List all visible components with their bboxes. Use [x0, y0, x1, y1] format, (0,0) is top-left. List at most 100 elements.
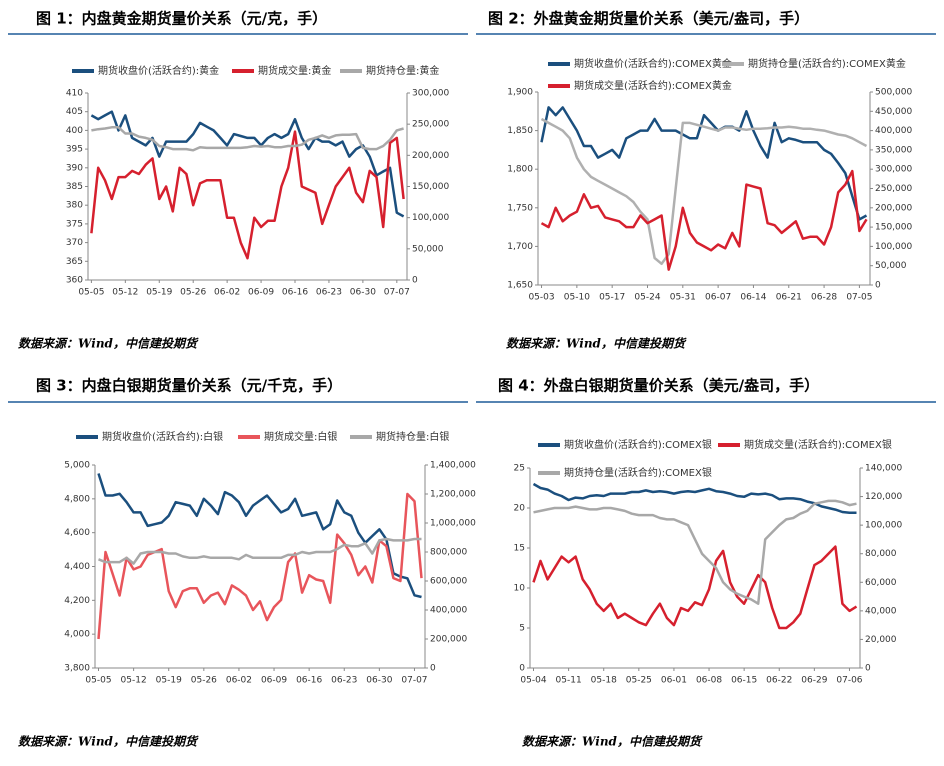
series-line: [91, 126, 404, 152]
series-line: [90, 110, 405, 218]
chart-title: 图 4：外盘白银期货量价关系（美元/盎司，手）: [498, 377, 819, 395]
y2-tick-label: 100,000: [412, 213, 449, 223]
x-tick-label: 06-09: [248, 288, 274, 298]
legend-label: 期货成交量:黄金: [258, 64, 331, 77]
x-tick-label: 05-26: [180, 288, 206, 298]
x-tick-label: 05-19: [156, 676, 182, 686]
y2-tick-label: 200,000: [430, 635, 467, 645]
y2-tick-label: 300,000: [875, 165, 912, 175]
x-tick-label: 05-12: [112, 288, 138, 298]
series-line: [97, 492, 423, 640]
y-tick-label: 25: [514, 464, 525, 474]
x-tick-label: 05-25: [626, 676, 652, 686]
x-tick-label: 06-16: [282, 288, 308, 298]
y-tick-label: 4,400: [64, 562, 90, 572]
legend-label: 期货收盘价(活跃合约):白银: [102, 430, 223, 443]
source-note: 数据来源：Wind，中信建投期货: [506, 337, 687, 351]
y2-tick-label: 20,000: [865, 635, 897, 645]
y2-tick-label: 300,000: [412, 89, 449, 99]
y2-tick-label: 80,000: [865, 549, 897, 559]
y2-tick-label: 200,000: [875, 203, 912, 213]
x-tick-label: 06-08: [696, 676, 722, 686]
x-tick-label: 06-28: [811, 293, 837, 303]
y-tick-label: 5: [519, 624, 525, 634]
y2-tick-label: 1,000,000: [430, 519, 476, 529]
x-tick-label: 06-30: [366, 676, 392, 686]
x-tick-label: 07-07: [401, 676, 427, 686]
y-tick-label: 1,700: [507, 242, 533, 252]
x-tick-label: 05-05: [85, 676, 111, 686]
series-line: [540, 169, 868, 271]
series-line: [533, 499, 857, 605]
y2-tick-label: 1,400,000: [430, 461, 476, 471]
y-tick-label: 4,800: [64, 494, 90, 504]
series-line: [532, 482, 857, 515]
y2-tick-label: 450,000: [875, 107, 912, 117]
y2-tick-label: 1,200,000: [430, 490, 476, 500]
y-tick-label: 5,000: [64, 461, 90, 471]
y2-tick-label: 400,000: [430, 606, 467, 616]
x-tick-label: 05-11: [556, 676, 582, 686]
y-tick-label: 1,750: [507, 203, 533, 213]
x-tick-label: 06-30: [350, 288, 376, 298]
x-tick-label: 05-03: [528, 293, 554, 303]
y-tick-label: 4,200: [64, 596, 90, 606]
legend-label: 期货收盘价(活跃合约):COMEX银: [564, 438, 712, 451]
y2-tick-label: 350,000: [875, 145, 912, 155]
y2-tick-label: 500,000: [875, 88, 912, 98]
x-tick-label: 06-02: [214, 288, 240, 298]
series-line: [98, 537, 422, 565]
y-tick-label: 410: [66, 89, 83, 99]
y2-tick-label: 150,000: [875, 223, 912, 233]
legend-label: 期货持仓量(活跃合约):COMEX黄金: [748, 57, 906, 70]
series-line: [90, 130, 405, 260]
y-tick-label: 0: [519, 664, 525, 674]
x-tick-label: 06-15: [731, 676, 757, 686]
series-line: [540, 117, 868, 266]
y2-tick-label: 200,000: [412, 151, 449, 161]
chart-title: 图 2：外盘黄金期货量价关系（美元/盎司，手）: [488, 10, 809, 28]
x-tick-label: 05-10: [564, 293, 590, 303]
x-tick-label: 06-02: [226, 676, 252, 686]
series-line: [532, 545, 858, 630]
x-tick-label: 05-31: [670, 293, 696, 303]
y-tick-label: 365: [66, 257, 83, 267]
y-tick-label: 375: [66, 219, 83, 229]
legend-label: 期货成交量(活跃合约):COMEX银: [744, 438, 892, 451]
y-tick-label: 380: [66, 201, 83, 211]
x-tick-label: 05-05: [78, 288, 104, 298]
source-note: 数据来源：Wind，中信建投期货: [18, 735, 199, 749]
y-tick-label: 1,850: [507, 126, 533, 136]
legend-label: 期货成交量:白银: [264, 430, 337, 443]
legend-label: 期货成交量(活跃合约):COMEX黄金: [574, 79, 732, 92]
y2-tick-label: 400,000: [875, 126, 912, 136]
legend-label: 期货持仓量:白银: [376, 430, 449, 443]
x-tick-label: 05-26: [191, 676, 217, 686]
x-tick-label: 05-18: [591, 676, 617, 686]
source-note: 数据来源：Wind，中信建投期货: [18, 337, 199, 351]
series-line: [97, 473, 422, 599]
y2-tick-label: 800,000: [430, 548, 467, 558]
y-tick-label: 20: [514, 504, 526, 514]
x-tick-label: 06-23: [331, 676, 357, 686]
y-tick-label: 400: [66, 126, 83, 136]
x-tick-label: 05-04: [520, 676, 546, 686]
x-tick-label: 06-09: [261, 676, 287, 686]
y-tick-label: 1,900: [507, 88, 533, 98]
x-tick-label: 06-23: [316, 288, 342, 298]
y2-tick-label: 50,000: [875, 261, 907, 271]
y-tick-label: 385: [66, 182, 83, 192]
y2-tick-label: 100,000: [865, 521, 902, 531]
x-tick-label: 07-07: [384, 288, 410, 298]
legend-label: 期货收盘价(活跃合约):COMEX黄金: [574, 57, 732, 70]
x-tick-label: 06-01: [661, 676, 687, 686]
legend-label: 期货收盘价(活跃合约):黄金: [98, 64, 219, 77]
chart-title: 图 3：内盘白银期货量价关系（元/千克，手）: [36, 377, 342, 395]
y-tick-label: 15: [514, 544, 525, 554]
y2-tick-label: 250,000: [412, 120, 449, 130]
y2-tick-label: 100,000: [875, 242, 912, 252]
chart-title: 图 1：内盘黄金期货量价关系（元/克，手）: [36, 10, 327, 28]
x-tick-label: 06-07: [705, 293, 731, 303]
source-note: 数据来源：Wind，中信建投期货: [522, 735, 703, 749]
y-tick-label: 4,600: [64, 528, 90, 538]
